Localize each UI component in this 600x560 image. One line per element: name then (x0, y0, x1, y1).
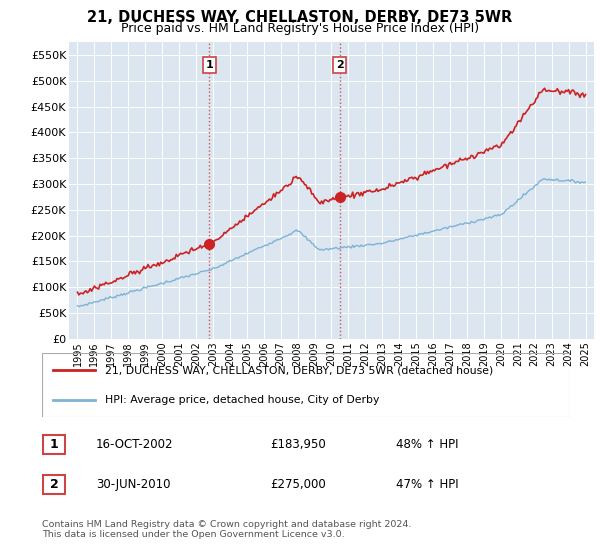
Text: Price paid vs. HM Land Registry's House Price Index (HPI): Price paid vs. HM Land Registry's House … (121, 22, 479, 35)
Text: HPI: Average price, detached house, City of Derby: HPI: Average price, detached house, City… (106, 395, 380, 405)
Text: 2: 2 (336, 60, 344, 70)
Text: 1: 1 (206, 60, 213, 70)
Text: 21, DUCHESS WAY, CHELLASTON, DERBY, DE73 5WR: 21, DUCHESS WAY, CHELLASTON, DERBY, DE73… (88, 10, 512, 25)
Bar (43, 435, 65, 455)
Bar (43, 474, 65, 494)
Text: £275,000: £275,000 (270, 478, 326, 491)
Text: 2: 2 (50, 478, 58, 491)
Text: 1: 1 (50, 438, 58, 451)
Text: £183,950: £183,950 (270, 438, 326, 451)
Text: 16-OCT-2002: 16-OCT-2002 (96, 438, 173, 451)
Text: 47% ↑ HPI: 47% ↑ HPI (396, 478, 458, 491)
Text: 48% ↑ HPI: 48% ↑ HPI (396, 438, 458, 451)
Text: 30-JUN-2010: 30-JUN-2010 (96, 478, 170, 491)
Text: Contains HM Land Registry data © Crown copyright and database right 2024.
This d: Contains HM Land Registry data © Crown c… (42, 520, 412, 539)
Text: 21, DUCHESS WAY, CHELLASTON, DERBY, DE73 5WR (detached house): 21, DUCHESS WAY, CHELLASTON, DERBY, DE73… (106, 365, 494, 375)
